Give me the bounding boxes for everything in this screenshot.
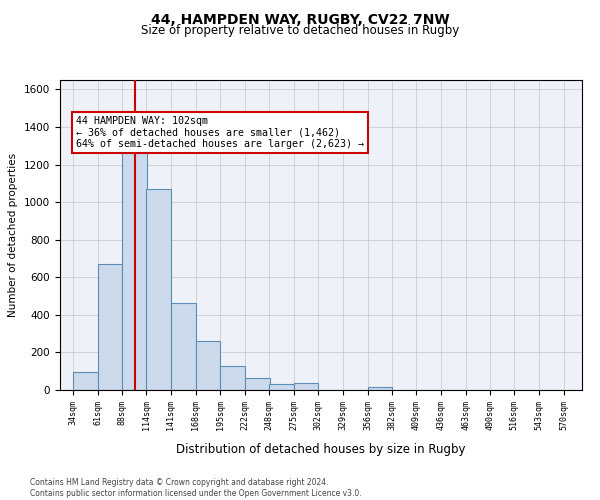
Bar bbox=[171, 302, 196, 390]
Bar bbox=[98, 264, 122, 390]
Text: 44 HAMPDEN WAY: 102sqm
← 36% of detached houses are smaller (1,462)
64% of semi-: 44 HAMPDEN WAY: 102sqm ← 36% of detached… bbox=[76, 116, 364, 149]
Bar bbox=[245, 378, 270, 390]
Y-axis label: Number of detached properties: Number of detached properties bbox=[8, 153, 19, 317]
Bar bbox=[196, 341, 220, 390]
Bar bbox=[368, 387, 392, 390]
Text: Distribution of detached houses by size in Rugby: Distribution of detached houses by size … bbox=[176, 442, 466, 456]
Bar bbox=[146, 189, 171, 390]
Text: Size of property relative to detached houses in Rugby: Size of property relative to detached ho… bbox=[141, 24, 459, 37]
Bar bbox=[269, 384, 293, 390]
Bar bbox=[220, 366, 245, 390]
Bar bbox=[293, 384, 318, 390]
Text: 44, HAMPDEN WAY, RUGBY, CV22 7NW: 44, HAMPDEN WAY, RUGBY, CV22 7NW bbox=[151, 12, 449, 26]
Bar bbox=[122, 148, 147, 390]
Text: Contains HM Land Registry data © Crown copyright and database right 2024.
Contai: Contains HM Land Registry data © Crown c… bbox=[30, 478, 362, 498]
Bar bbox=[73, 372, 98, 390]
